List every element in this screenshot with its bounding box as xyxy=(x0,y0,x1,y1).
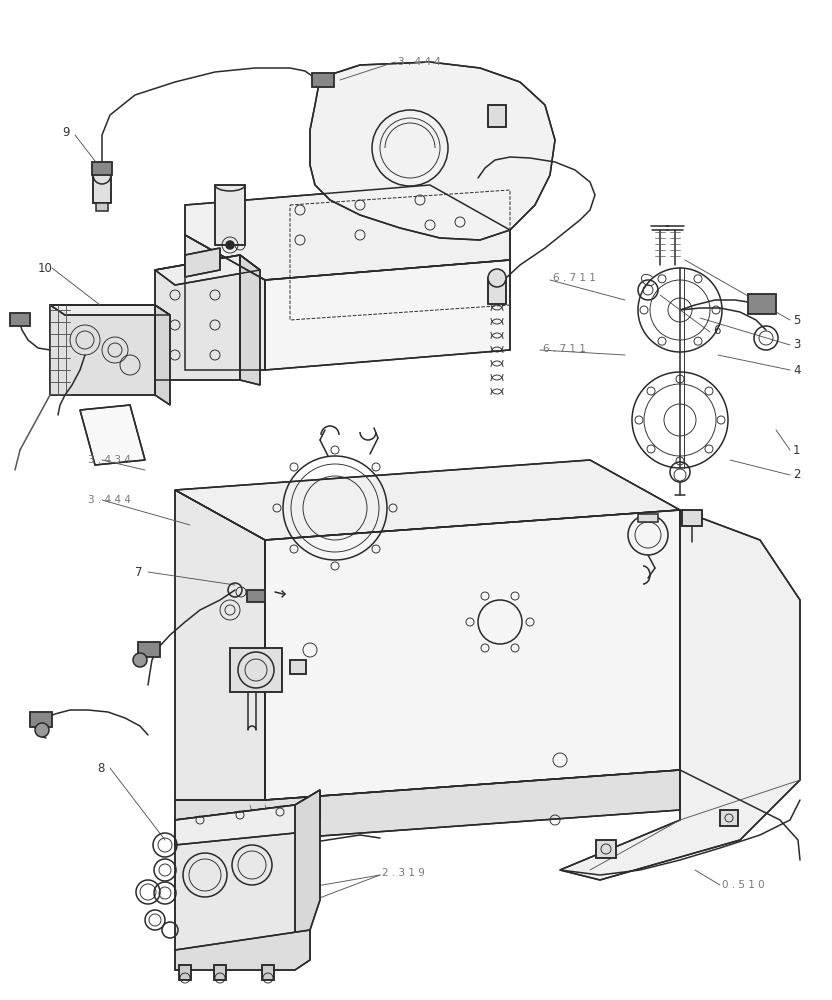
Polygon shape xyxy=(295,790,320,950)
Bar xyxy=(179,965,191,980)
Bar xyxy=(262,965,274,980)
Bar xyxy=(138,642,160,657)
Bar xyxy=(682,510,702,526)
Polygon shape xyxy=(175,930,310,970)
Bar xyxy=(748,294,776,314)
Bar xyxy=(214,965,226,980)
Bar xyxy=(10,313,30,326)
Polygon shape xyxy=(310,62,555,240)
Bar xyxy=(312,73,334,87)
Bar xyxy=(682,510,702,526)
Text: 3 . 4 4 4: 3 . 4 4 4 xyxy=(88,495,131,505)
Bar xyxy=(596,840,616,858)
Bar xyxy=(488,278,506,304)
Bar xyxy=(488,105,506,127)
Bar xyxy=(596,840,616,858)
Bar xyxy=(290,660,306,674)
Bar xyxy=(215,185,245,245)
Polygon shape xyxy=(155,255,260,285)
Bar xyxy=(230,648,282,692)
Bar xyxy=(488,105,506,127)
Bar xyxy=(247,590,265,602)
Text: 3: 3 xyxy=(793,338,800,352)
Polygon shape xyxy=(155,305,170,405)
Circle shape xyxy=(488,269,506,287)
Bar xyxy=(138,642,160,657)
Circle shape xyxy=(35,723,49,737)
Bar xyxy=(638,514,658,522)
Polygon shape xyxy=(185,185,510,280)
Circle shape xyxy=(93,166,111,184)
Text: 10: 10 xyxy=(38,261,53,274)
Polygon shape xyxy=(175,770,680,840)
Bar xyxy=(10,313,30,326)
Polygon shape xyxy=(175,790,320,845)
Bar xyxy=(92,162,112,175)
Bar xyxy=(312,73,334,87)
Text: 1: 1 xyxy=(793,444,800,456)
Bar xyxy=(247,590,265,602)
Bar xyxy=(748,294,776,314)
Bar xyxy=(30,712,52,727)
Text: 3 . 4 3 4: 3 . 4 3 4 xyxy=(88,455,131,465)
Polygon shape xyxy=(240,255,260,385)
Text: 6 . 7 1 1: 6 . 7 1 1 xyxy=(553,273,596,283)
Polygon shape xyxy=(265,260,510,370)
Bar xyxy=(290,660,306,674)
Text: 0 . 5 1 0: 0 . 5 1 0 xyxy=(722,880,765,890)
Text: 5: 5 xyxy=(793,314,800,326)
Bar xyxy=(230,648,282,692)
Bar xyxy=(93,175,111,203)
Text: 7: 7 xyxy=(135,566,142,578)
Polygon shape xyxy=(185,235,265,370)
Bar xyxy=(30,712,52,727)
Bar xyxy=(179,965,191,980)
Text: 4: 4 xyxy=(793,363,800,376)
Text: 2 . 3 1 9: 2 . 3 1 9 xyxy=(382,868,425,878)
Bar xyxy=(215,185,245,245)
Bar xyxy=(488,278,506,304)
Bar xyxy=(93,175,111,203)
Bar xyxy=(720,810,738,826)
Bar xyxy=(262,965,274,980)
Polygon shape xyxy=(265,510,680,800)
Bar xyxy=(720,810,738,826)
Text: 9: 9 xyxy=(62,126,70,139)
Polygon shape xyxy=(50,305,155,395)
Polygon shape xyxy=(80,405,145,465)
Text: 6: 6 xyxy=(713,324,721,336)
Circle shape xyxy=(226,241,234,249)
Polygon shape xyxy=(560,510,800,880)
Text: 3 . 4 4 4: 3 . 4 4 4 xyxy=(398,57,441,67)
Polygon shape xyxy=(50,305,170,315)
Polygon shape xyxy=(185,248,220,277)
Bar xyxy=(214,965,226,980)
Polygon shape xyxy=(155,255,240,380)
Bar xyxy=(96,203,108,211)
Text: 6 . 7 1 1: 6 . 7 1 1 xyxy=(543,344,586,354)
Polygon shape xyxy=(175,805,310,950)
Bar xyxy=(92,162,112,175)
Circle shape xyxy=(133,653,147,667)
Text: 2: 2 xyxy=(793,468,800,482)
Text: 8: 8 xyxy=(97,762,104,774)
Polygon shape xyxy=(175,490,265,800)
Polygon shape xyxy=(175,460,680,540)
